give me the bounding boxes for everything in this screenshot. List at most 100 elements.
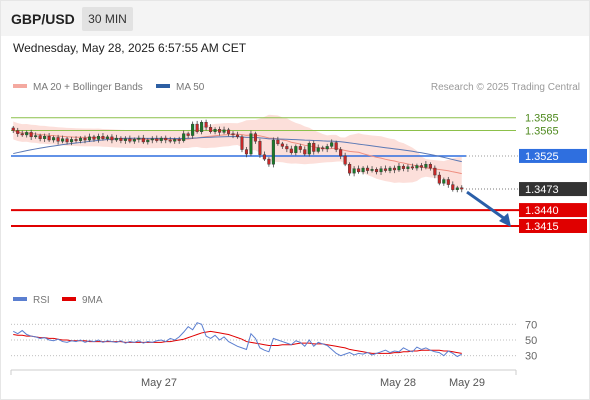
- level-label-2: 1.3525: [525, 151, 559, 163]
- candle-body-30: [146, 139, 150, 143]
- candle-body-99: [455, 187, 459, 190]
- candle-body-59: [276, 139, 280, 145]
- candle-body-81: [374, 169, 379, 173]
- candle-body-38: [182, 133, 186, 141]
- candle-body-40: [191, 123, 195, 136]
- candle-body-89: [410, 166, 414, 169]
- candle-body-4: [29, 132, 33, 138]
- candle-body-63: [294, 146, 298, 153]
- candle-body-26: [128, 138, 132, 142]
- candle-body-90: [415, 165, 419, 169]
- candle-body-65: [303, 149, 307, 155]
- candle-body-37: [177, 139, 181, 141]
- candle-body-12: [65, 138, 69, 143]
- candle-body-74: [343, 155, 347, 165]
- candle-body-7: [43, 136, 47, 139]
- rsi-level-label-1: 50: [525, 335, 537, 347]
- candle-body-29: [141, 137, 145, 143]
- level-label-1: 1.3565: [525, 125, 559, 137]
- level-label-0: 1.3585: [525, 113, 559, 125]
- candle-body-18: [92, 136, 96, 140]
- candle-body-31: [150, 138, 154, 141]
- candle-body-57: [267, 158, 271, 165]
- candle-body-97: [446, 179, 450, 185]
- candle-body-25: [123, 138, 127, 141]
- candle-body-21: [105, 136, 109, 139]
- header-bar: GBP/USD 30 MIN: [0, 0, 590, 36]
- candle-body-48: [226, 129, 231, 134]
- candle-body-14: [74, 139, 78, 141]
- bollinger-band-fill: [13, 114, 462, 191]
- candle-body-96: [442, 179, 446, 184]
- candle-body-19: [96, 136, 101, 140]
- candle-body-41: [195, 123, 199, 132]
- candle-body-49: [231, 133, 235, 136]
- candle-body-60: [280, 143, 284, 147]
- rsi-legend-swatch-0: [13, 297, 27, 301]
- candle-body-1: [16, 130, 20, 134]
- candle-body-56: [262, 154, 266, 160]
- candle-body-98: [451, 184, 455, 190]
- candle-body-84: [388, 167, 392, 171]
- rsi-level-label-2: 30: [525, 351, 537, 363]
- candle-body-35: [168, 139, 172, 142]
- candle-body-91: [419, 165, 423, 168]
- rsi-line: [13, 322, 462, 358]
- candle-body-17: [87, 136, 92, 141]
- legend-swatch-0: [13, 84, 27, 88]
- candle-body-0: [11, 127, 15, 131]
- candle-body-54: [253, 133, 257, 142]
- candle-body-3: [25, 132, 29, 136]
- timeframe-button[interactable]: 30 MIN: [82, 7, 133, 31]
- candle-body-43: [204, 121, 208, 128]
- candle-body-87: [401, 165, 405, 169]
- candle-body-77: [357, 168, 361, 173]
- candle-body-61: [285, 146, 289, 150]
- candle-body-71: [330, 142, 334, 147]
- timestamp-label: Wednesday, May 28, 2025 6:57:55 AM CET: [13, 41, 247, 55]
- candle-body-44: [209, 127, 213, 132]
- candle-body-46: [218, 128, 222, 133]
- legend-swatch-1: [156, 84, 170, 88]
- candle-body-94: [433, 167, 437, 176]
- candle-body-39: [186, 133, 190, 136]
- candle-body-93: [428, 164, 432, 169]
- candle-body-85: [392, 167, 397, 171]
- candle-body-62: [289, 148, 293, 153]
- rsi-legend-swatch-1: [62, 297, 76, 301]
- candle-body-76: [352, 168, 356, 174]
- candle-body-13: [70, 139, 74, 143]
- forecast-arrow-line: [466, 190, 506, 221]
- candle-body-73: [339, 149, 343, 157]
- candle-body-11: [61, 138, 65, 142]
- level-tag-5: [519, 218, 587, 233]
- candle-body-53: [249, 133, 253, 155]
- candle-body-51: [240, 136, 244, 150]
- candle-body-67: [312, 143, 316, 152]
- currency-pair-title: GBP/USD: [11, 11, 75, 27]
- candle-body-92: [424, 164, 428, 168]
- candle-body-88: [406, 166, 410, 169]
- candle-body-6: [38, 135, 42, 139]
- candle-body-15: [78, 137, 83, 141]
- candle-body-45: [213, 128, 217, 132]
- level-label-4: 1.3440: [525, 205, 559, 217]
- rsi-ma9-line: [13, 330, 462, 354]
- candle-body-83: [383, 168, 388, 171]
- candle-body-75: [348, 164, 352, 174]
- candle-body-47: [222, 129, 226, 133]
- candle-body-100: [460, 187, 464, 190]
- level-tag-4: [519, 203, 587, 218]
- candle-body-16: [83, 137, 87, 141]
- candle-body-64: [298, 146, 302, 150]
- candle-body-24: [119, 137, 123, 141]
- legend-label-1: MA 50: [176, 82, 205, 93]
- candle-body-36: [173, 139, 177, 142]
- candle-body-2: [20, 133, 24, 136]
- rsi-legend-label-1: 9MA: [82, 295, 103, 306]
- level-label-5: 1.3415: [525, 221, 559, 233]
- rsi-level-label-0: 70: [525, 319, 537, 331]
- candle-body-70: [325, 146, 329, 150]
- level-label-3: 1.3473: [525, 184, 559, 196]
